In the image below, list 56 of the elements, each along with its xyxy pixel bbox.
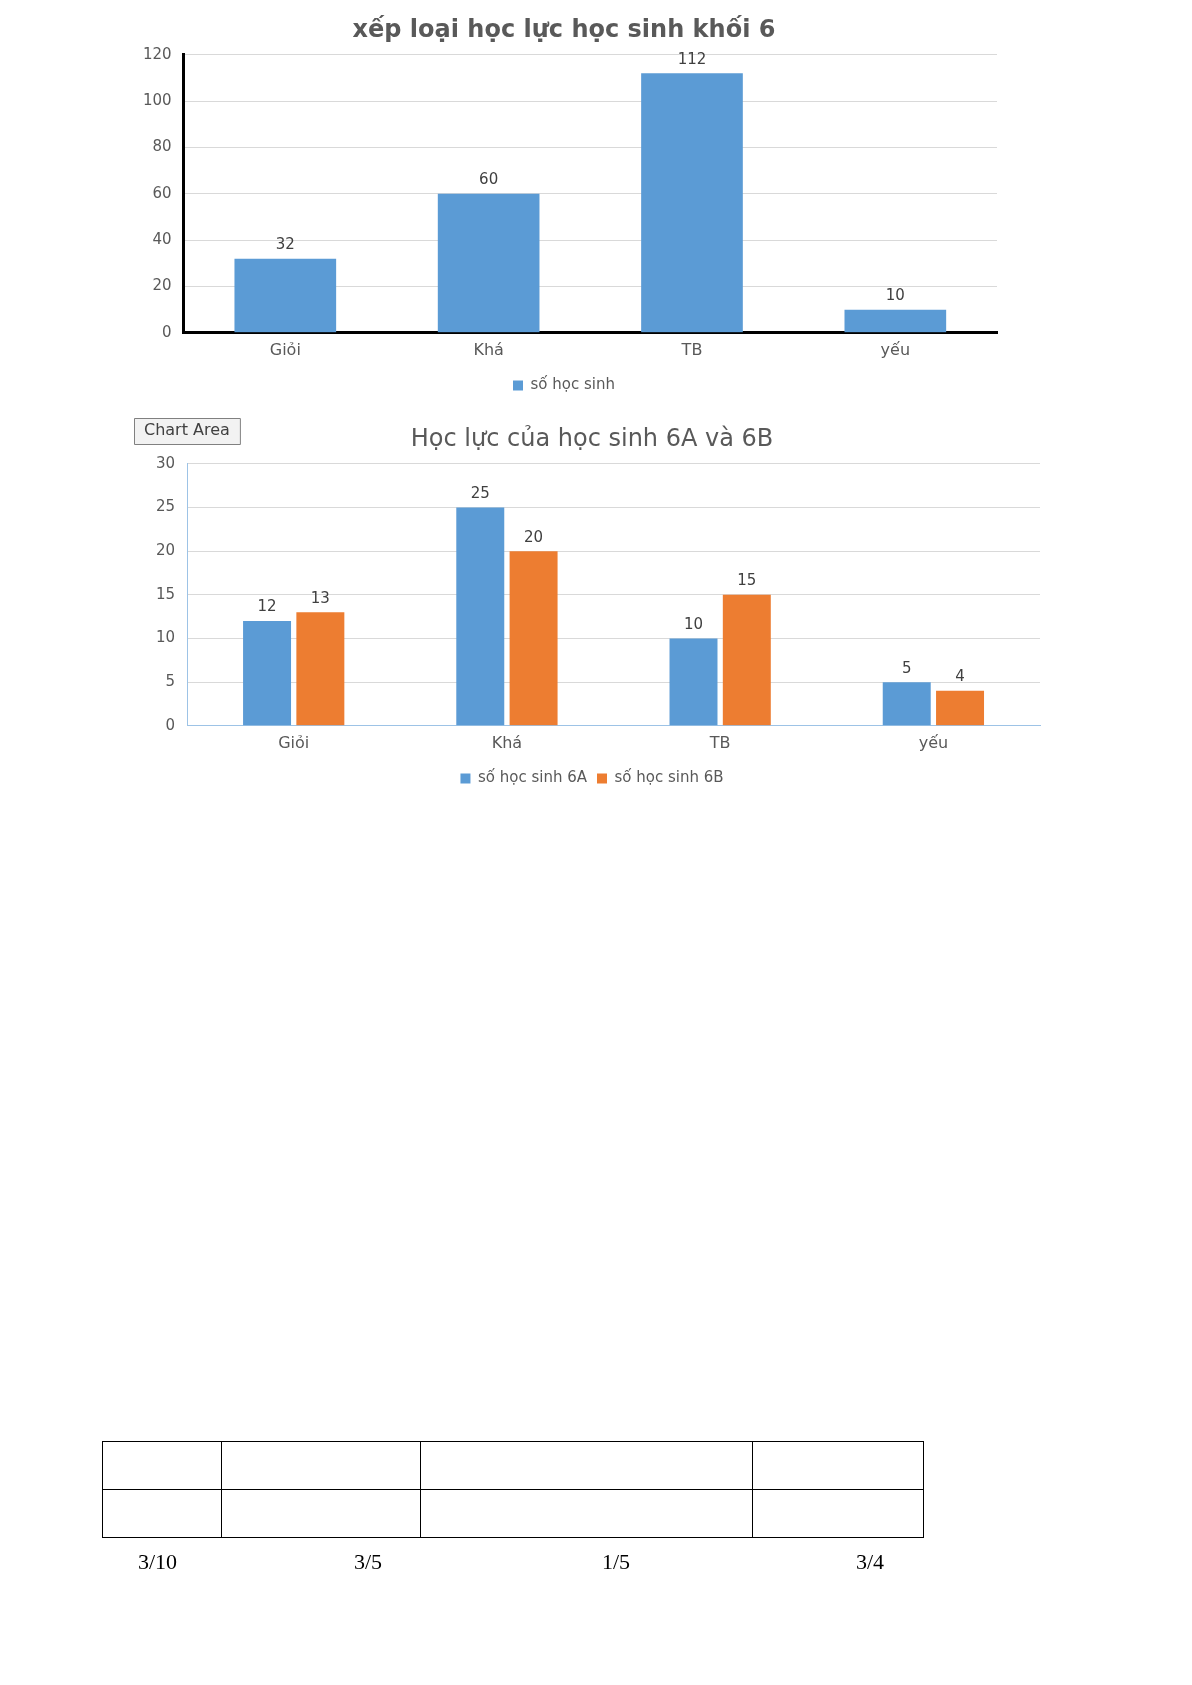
x-tick-label: Khá [491,732,523,752]
text: 3/4 [856,1549,885,1575]
data-label: 25 [470,483,490,502]
bar [722,594,771,726]
y-tick-label: 15 [155,584,176,603]
x-tick-label: Khá [473,339,504,359]
data-label: 20 [524,527,544,546]
chart-title: Học lực của học sinh 6A và 6B [410,423,774,452]
text: 3/5 [354,1549,383,1575]
y-tick-label: 25 [155,497,176,516]
data-label: 32 [275,235,295,254]
bar [437,193,540,333]
legend-label: số học sinh [530,375,615,394]
data-label: 13 [310,588,330,607]
data-label: 60 [479,170,499,189]
legend-label: số học sinh 6A [477,768,588,787]
x-tick-label: yếu [918,732,949,752]
text: 1/5 [602,1549,631,1575]
y-tick-label: 40 [152,230,172,249]
y-tick-label: 100 [142,91,172,110]
data-label: 10 [885,286,905,305]
y-tick-label: 20 [155,541,176,560]
data-label: 4 [955,667,965,686]
y-tick-label: 80 [152,137,172,156]
bar [456,507,505,726]
y-tick-label: 0 [165,715,176,734]
chart-title: xếp loại học lực học sinh khối 6 [352,14,776,43]
bar [509,551,558,726]
y-tick-label: 30 [155,453,176,472]
y-tick-label: 60 [152,183,172,202]
bar [882,682,931,726]
x-tick-label: TB [680,339,703,359]
bar [296,612,345,726]
y-tick-label: 10 [155,628,176,647]
data-label: 15 [737,571,757,590]
text: Chart Area [144,420,230,440]
data-label: 5 [901,658,912,677]
y-tick-label: 0 [162,322,172,341]
data-label: 10 [683,614,704,633]
x-tick-label: TB [708,732,731,752]
y-tick-label: 20 [152,276,172,295]
text: 3/10 [138,1549,178,1575]
bar [243,621,292,726]
x-tick-label: Giỏi [269,339,301,359]
bar [641,73,743,333]
bar [936,690,985,726]
bar [234,258,337,333]
y-tick-label: 120 [142,44,172,63]
data-label: 12 [257,597,277,616]
x-tick-label: Giỏi [278,732,310,752]
x-tick-label: yếu [880,339,911,359]
bar [669,638,718,726]
data-label: 112 [677,49,707,68]
y-tick-label: 5 [165,672,176,691]
bar [844,309,947,333]
legend-label: số học sinh 6B [614,768,724,787]
